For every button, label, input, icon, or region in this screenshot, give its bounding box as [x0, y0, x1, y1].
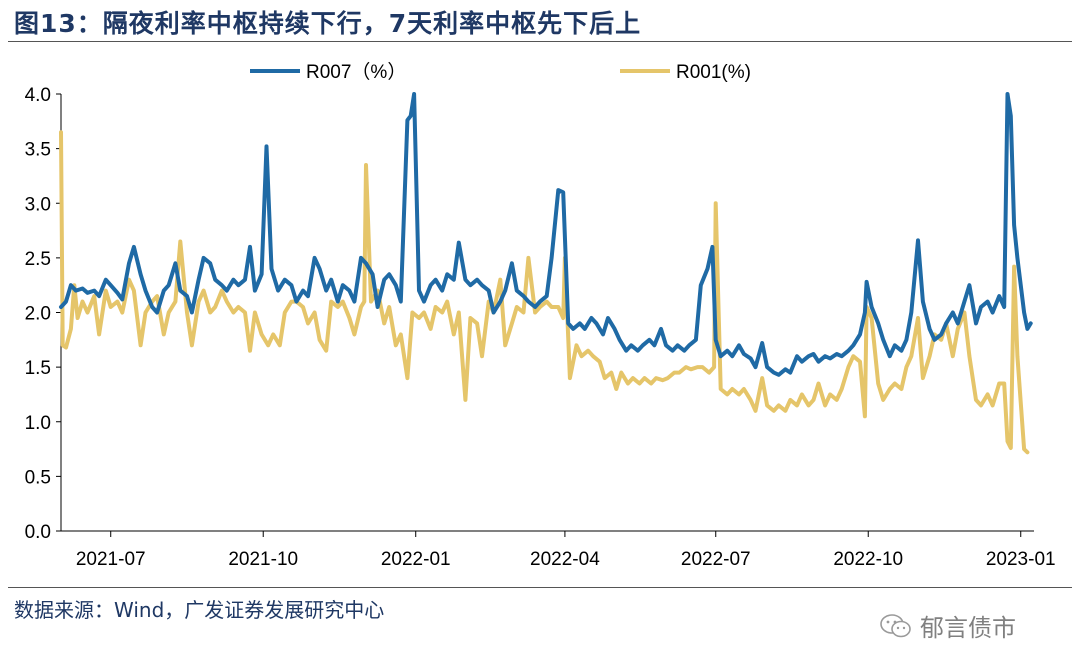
source-divider	[8, 587, 1072, 588]
series-line-r007	[59, 92, 1033, 377]
line-chart: R007（%） R001(%) 0.0 0.5 1.0 1.5 2.0 2.5 3.0 3.5…	[25, 61, 1056, 570]
chart-title: 图13：隔夜利率中枢持续下行，7天利率中枢先下后上	[14, 9, 642, 38]
y-tick-label: 4.0	[25, 85, 51, 106]
legend-label-r007: R007（%）	[306, 61, 406, 83]
series-line-r001	[59, 130, 1030, 455]
title-divider	[8, 41, 1072, 42]
y-tick-label: 2.0	[25, 304, 51, 325]
x-tick-label: 2022-01	[381, 549, 451, 570]
y-tick-label: 1.0	[25, 413, 51, 434]
y-tick-label: 0.0	[25, 522, 51, 543]
axes: 0.0 0.5 1.0 1.5 2.0 2.5 3.0 3.5 4.0 2021-07 2021-1…	[25, 85, 1056, 570]
legend: R007（%） R001(%)	[250, 61, 751, 83]
x-tick-label: 2021-10	[228, 549, 298, 570]
y-tick-label: 0.5	[25, 467, 51, 488]
x-tick-label: 2022-10	[833, 549, 903, 570]
watermark: 郁言债市	[880, 608, 1016, 643]
wechat-icon	[880, 613, 911, 637]
x-tick-label: 2022-04	[530, 549, 600, 570]
x-tick-label: 2023-01	[986, 549, 1056, 570]
x-tick-label: 2021-07	[76, 549, 146, 570]
y-tick-label: 1.5	[25, 358, 51, 379]
source-note: 数据来源：Wind，广发证券发展研究中心	[14, 598, 385, 622]
legend-label-r001: R001(%)	[676, 62, 751, 83]
x-tick-label: 2022-07	[681, 549, 751, 570]
y-tick-label: 2.5	[25, 249, 51, 270]
y-tick-label: 3.5	[25, 140, 51, 161]
series-layer	[59, 92, 1033, 455]
y-tick-label: 3.0	[25, 194, 51, 215]
watermark-text: 郁言债市	[920, 614, 1016, 642]
